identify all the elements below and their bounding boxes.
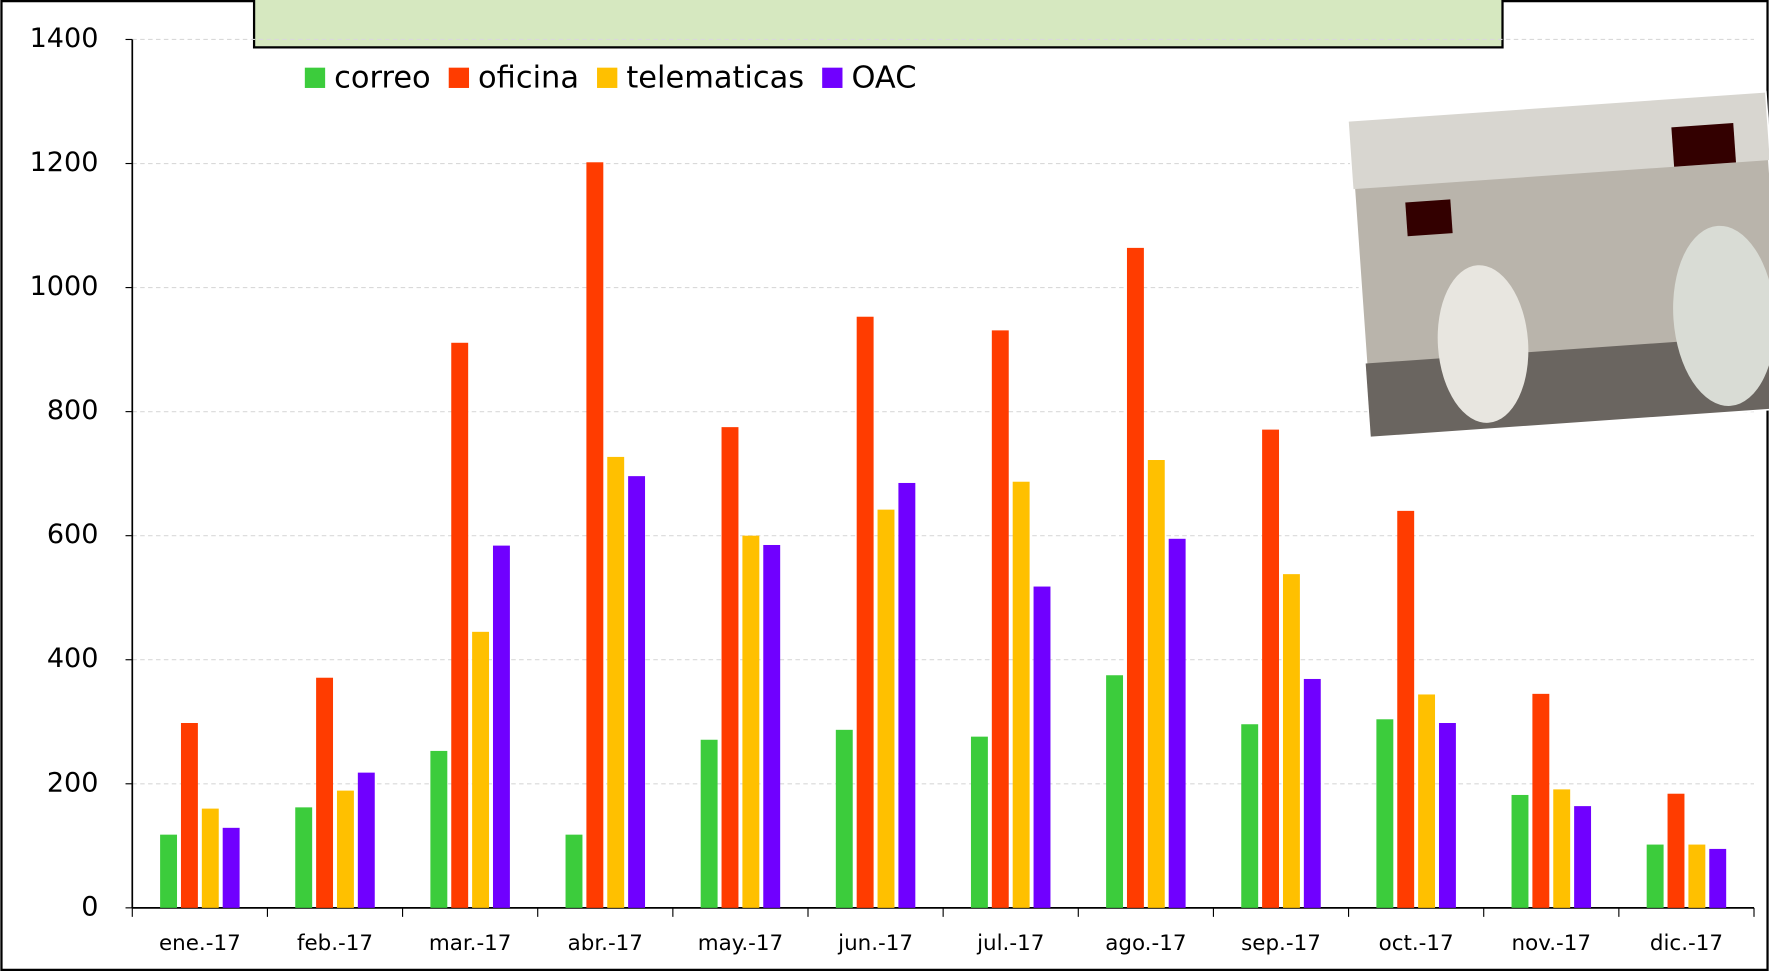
bar <box>1282 574 1300 908</box>
bar <box>1688 844 1706 908</box>
legend-swatch <box>448 67 470 88</box>
bar <box>180 723 198 908</box>
x-tick-label: nov.-17 <box>1512 931 1591 956</box>
legend-swatch <box>822 67 843 88</box>
bar <box>1574 806 1592 908</box>
bar <box>1511 794 1529 908</box>
y-tick-label: 600 <box>47 519 99 550</box>
bar <box>222 827 240 908</box>
photo-sign <box>1671 123 1736 167</box>
legend-swatch <box>304 67 326 88</box>
bar <box>607 456 625 908</box>
y-tick-label: 0 <box>81 891 98 922</box>
bar <box>628 476 646 908</box>
bar <box>1241 724 1259 908</box>
x-tick-label: dic.-17 <box>1650 931 1723 956</box>
x-tick-label: jun.-17 <box>837 931 913 956</box>
bar <box>1126 247 1144 908</box>
bar <box>1646 844 1664 908</box>
bar <box>991 330 1009 908</box>
y-tick-label: 1200 <box>30 147 99 178</box>
bar <box>877 509 895 908</box>
bar <box>721 427 739 908</box>
bar <box>492 545 510 908</box>
x-tick-label: abr.-17 <box>568 931 643 956</box>
y-tick-label: 200 <box>47 767 99 798</box>
bar <box>763 544 781 908</box>
x-tick-label: feb.-17 <box>297 931 373 956</box>
bar <box>160 834 178 908</box>
bar <box>1106 675 1124 908</box>
bar <box>357 772 375 908</box>
bar <box>1262 429 1280 908</box>
legend-swatch <box>597 67 618 88</box>
bar <box>201 808 219 908</box>
x-tick-label: ene.-17 <box>159 931 241 956</box>
bar <box>1709 848 1727 908</box>
y-tick-label: 1000 <box>30 271 99 302</box>
bar <box>898 482 916 908</box>
bar <box>295 807 313 908</box>
legend-label: correo <box>334 60 431 95</box>
photo-person <box>1437 265 1529 423</box>
bar <box>336 790 354 908</box>
x-tick-label: sep.-17 <box>1241 931 1321 956</box>
bar <box>472 631 490 908</box>
bar <box>1418 694 1436 908</box>
x-tick-label: oct.-17 <box>1379 931 1454 956</box>
title-box <box>252 0 1504 49</box>
legend-label: oficina <box>478 60 579 95</box>
x-tick-label: ago.-17 <box>1105 931 1186 956</box>
bar <box>451 342 469 908</box>
bar <box>835 729 853 908</box>
bar <box>970 736 988 908</box>
photo <box>1346 90 1769 439</box>
legend-label: OAC <box>852 60 917 95</box>
bar <box>1168 538 1186 908</box>
bar <box>1303 678 1321 908</box>
bar <box>1376 719 1394 908</box>
bar <box>1397 510 1415 908</box>
bar <box>700 739 718 908</box>
bar <box>1012 481 1030 908</box>
bar <box>1147 460 1165 908</box>
x-tick-label: mar.-17 <box>429 931 512 956</box>
y-tick-label: 400 <box>47 643 99 674</box>
bar <box>1553 789 1571 908</box>
bar <box>565 834 583 908</box>
x-tick-label: may.-17 <box>698 931 783 956</box>
bar <box>1667 793 1685 908</box>
bar <box>586 162 604 908</box>
x-tick-label: jul.-17 <box>976 931 1044 956</box>
bar <box>856 316 874 908</box>
bar <box>1532 693 1550 908</box>
bar <box>316 677 334 908</box>
y-tick-label: 800 <box>47 395 99 426</box>
bar <box>1033 586 1051 908</box>
bar <box>1438 723 1456 908</box>
bar <box>430 750 448 908</box>
photo-person <box>1673 225 1769 406</box>
photo-sign <box>1405 199 1453 237</box>
bar <box>742 535 760 908</box>
y-tick-label: 1400 <box>30 23 99 54</box>
legend-label: telematicas <box>626 60 804 95</box>
photo-ceiling <box>1348 92 1769 190</box>
